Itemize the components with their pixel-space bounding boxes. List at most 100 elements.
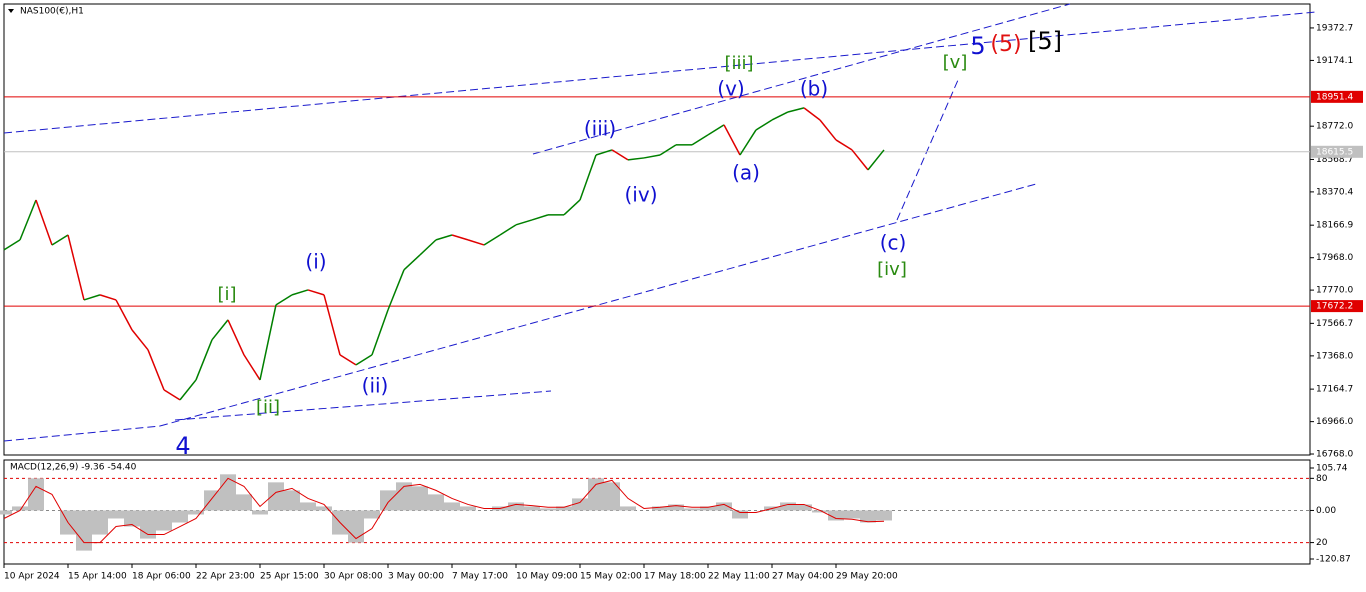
- macd-bar: [156, 510, 172, 531]
- price-segment: [451, 234, 469, 241]
- macd-bar: [396, 482, 412, 511]
- macd-bar: [28, 478, 44, 511]
- macd-bar: [284, 490, 300, 511]
- price-segment: [403, 254, 421, 271]
- macd-bar: [588, 478, 604, 511]
- symbol-title: NAS100(€),H1: [20, 7, 84, 17]
- x-tick-label: 7 May 17:00: [452, 572, 508, 582]
- price-segment: [835, 139, 853, 151]
- macd-bar: [860, 510, 876, 523]
- macd-bar: [188, 510, 204, 515]
- macd-bar: [780, 502, 796, 511]
- macd-bar: [572, 498, 588, 511]
- level-label-bg: [1311, 300, 1363, 313]
- price-segment: [723, 124, 741, 156]
- x-tick-label: 22 Apr 23:00: [196, 572, 255, 582]
- price-segment: [115, 299, 133, 331]
- menu-arrow[interactable]: [8, 9, 14, 13]
- macd-bar: [716, 502, 732, 511]
- y-tick-label: 80: [1316, 474, 1328, 484]
- y-tick-label: 0.00: [1316, 506, 1336, 516]
- price-segment: [147, 349, 165, 391]
- price-segment: [19, 199, 37, 241]
- wave-label: (iii): [584, 117, 616, 141]
- x-tick-label: 10 May 09:00: [516, 572, 578, 582]
- price-segment: [755, 119, 773, 131]
- price-segment: [3, 239, 21, 251]
- y-tick-label: 17968.0: [1316, 253, 1353, 263]
- macd-bar: [124, 510, 140, 527]
- trendline: [532, 3, 1071, 155]
- x-tick-label: 25 Apr 15:00: [260, 572, 319, 582]
- wave-label: [v]: [943, 52, 968, 73]
- macd-bar: [220, 474, 236, 511]
- x-tick-label: 27 May 04:00: [772, 572, 834, 582]
- macd-bar: [540, 508, 556, 511]
- wave-label: (v): [717, 77, 744, 101]
- level-label: 17672.2: [1316, 302, 1353, 312]
- macd-bar: [796, 504, 812, 511]
- price-segment: [419, 239, 437, 256]
- price-segment: [163, 389, 181, 401]
- wave-label: [iii]: [724, 53, 753, 74]
- price-segment: [531, 214, 549, 221]
- y-tick-label: 19372.7: [1316, 23, 1353, 33]
- level-label: 18951.4: [1316, 92, 1353, 102]
- price-segment: [387, 269, 405, 311]
- price-segment: [99, 294, 117, 301]
- macd-bar: [700, 506, 716, 511]
- price-segment: [35, 199, 53, 246]
- wave-label: [i]: [217, 284, 236, 305]
- macd-bar: [828, 510, 844, 521]
- x-tick-label: 18 Apr 06:00: [132, 572, 191, 582]
- macd-bar: [364, 510, 380, 519]
- price-segment: [307, 289, 325, 296]
- macd-bar: [604, 482, 620, 511]
- y-tick-label: 17368.0: [1316, 351, 1353, 361]
- y-tick-label: 17164.7: [1316, 385, 1353, 395]
- macd-bar: [76, 510, 92, 551]
- price-segment: [611, 149, 629, 161]
- price-segment: [195, 339, 213, 381]
- price-segment: [627, 157, 645, 161]
- price-segment: [51, 234, 69, 246]
- macd-bar: [444, 502, 460, 511]
- price-segment: [323, 294, 341, 356]
- macd-bar: [428, 494, 444, 511]
- x-tick-label: 10 Apr 2024: [4, 572, 60, 582]
- y-tick-label: 105.74: [1316, 464, 1348, 474]
- y-tick-label: 18370.4: [1316, 187, 1353, 197]
- price-segment: [83, 294, 101, 301]
- y-tick-label: 17770.0: [1316, 286, 1353, 296]
- signal-line: [3, 477, 885, 544]
- wave-label: [5]: [1028, 27, 1062, 55]
- wave-label: (b): [800, 77, 828, 101]
- macd-bar: [348, 510, 364, 543]
- macd-bar: [620, 506, 636, 511]
- price-segment: [355, 354, 373, 366]
- price-segment: [499, 224, 517, 236]
- x-tick-label: 29 May 20:00: [836, 572, 898, 582]
- wave-label: (iv): [625, 183, 658, 207]
- x-tick-label: 22 May 11:00: [708, 572, 770, 582]
- level-label-bg: [1311, 145, 1363, 158]
- macd-bar: [412, 486, 428, 511]
- price-segment: [707, 124, 725, 136]
- level-label-bg: [1311, 90, 1363, 103]
- price-segment: [819, 119, 837, 141]
- y-tick-label: -120.87: [1316, 555, 1351, 565]
- trendline: [174, 390, 552, 421]
- price-segment: [691, 134, 709, 146]
- price-segment: [851, 149, 869, 171]
- y-tick-label: 19174.1: [1316, 56, 1353, 66]
- wave-label: (c): [880, 231, 907, 255]
- wave-label: (5): [990, 32, 1021, 57]
- wave-label: [iv]: [877, 259, 907, 280]
- macd-bar: [92, 510, 108, 535]
- wave-label: (i): [305, 250, 326, 274]
- y-tick-label: 18166.9: [1316, 221, 1353, 231]
- wave-label: 5: [970, 32, 985, 60]
- macd-title: MACD(12,26,9) -9.36 -54.40: [10, 463, 137, 473]
- price-segment: [435, 234, 453, 241]
- price-segment: [483, 234, 501, 246]
